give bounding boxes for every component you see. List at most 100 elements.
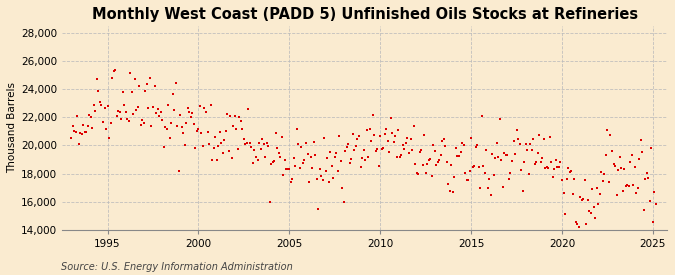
Point xyxy=(649,190,659,194)
Point xyxy=(308,139,319,144)
Point xyxy=(508,139,519,143)
Point xyxy=(282,167,293,171)
Point xyxy=(186,115,196,120)
Point xyxy=(210,135,221,139)
Point xyxy=(611,193,622,197)
Point xyxy=(626,153,637,157)
Point xyxy=(590,216,601,220)
Point xyxy=(258,142,269,147)
Point xyxy=(356,156,367,161)
Point xyxy=(204,141,215,146)
Point xyxy=(176,125,187,129)
Point xyxy=(234,115,245,119)
Point xyxy=(599,171,610,176)
Point xyxy=(414,149,425,154)
Point xyxy=(539,137,549,141)
Point xyxy=(144,76,155,80)
Point xyxy=(400,141,411,146)
Point xyxy=(575,194,586,199)
Point xyxy=(76,132,87,136)
Point xyxy=(158,144,169,149)
Point xyxy=(325,150,335,154)
Point xyxy=(288,156,299,160)
Point xyxy=(591,186,602,191)
Point xyxy=(573,225,584,229)
Point xyxy=(434,158,445,163)
Point xyxy=(169,108,180,112)
Point xyxy=(507,159,518,164)
Point xyxy=(555,160,566,165)
Point xyxy=(493,155,504,160)
Point xyxy=(435,153,446,157)
Point xyxy=(337,186,348,190)
Point xyxy=(344,161,355,165)
Point xyxy=(441,160,452,164)
Point xyxy=(533,150,543,155)
Point xyxy=(366,139,377,144)
Point xyxy=(433,160,443,164)
Point xyxy=(184,109,195,114)
Point xyxy=(373,164,384,169)
Point xyxy=(384,149,395,154)
Point xyxy=(101,127,111,131)
Point xyxy=(487,152,497,156)
Point xyxy=(495,117,506,121)
Point xyxy=(504,177,514,181)
Point xyxy=(570,220,581,224)
Point xyxy=(423,158,434,163)
Point xyxy=(597,179,608,183)
Point xyxy=(537,155,547,160)
Point xyxy=(193,127,204,131)
Point xyxy=(437,139,448,143)
Point xyxy=(322,155,333,160)
Point xyxy=(602,128,613,133)
Point xyxy=(248,161,259,166)
Point xyxy=(302,152,313,156)
Point xyxy=(517,189,528,194)
Point xyxy=(572,222,583,226)
Point xyxy=(623,184,634,189)
Point xyxy=(131,108,142,112)
Point xyxy=(639,208,649,212)
Point xyxy=(637,150,648,154)
Point xyxy=(417,163,428,167)
Point xyxy=(93,89,104,94)
Point xyxy=(214,130,225,135)
Point xyxy=(473,165,484,170)
Point xyxy=(399,147,410,151)
Point xyxy=(146,124,157,128)
Point xyxy=(279,158,290,162)
Point xyxy=(523,172,534,176)
Point xyxy=(294,166,305,170)
Point xyxy=(541,165,552,169)
Point xyxy=(563,166,574,170)
Point xyxy=(393,128,404,132)
Point xyxy=(320,169,331,173)
Point xyxy=(617,189,628,193)
Point xyxy=(84,113,95,117)
Point xyxy=(619,167,630,171)
Point xyxy=(266,162,277,166)
Point xyxy=(152,107,163,111)
Point xyxy=(460,170,470,175)
Point xyxy=(583,197,593,202)
Point xyxy=(190,145,200,150)
Point xyxy=(104,136,115,140)
Point xyxy=(180,142,190,147)
Point xyxy=(273,150,284,155)
Point xyxy=(75,131,86,135)
Point xyxy=(576,197,587,202)
Point xyxy=(200,110,211,115)
Point xyxy=(352,137,363,141)
Point xyxy=(620,183,631,188)
Point xyxy=(466,135,477,140)
Point xyxy=(513,136,524,141)
Point xyxy=(240,141,251,146)
Point xyxy=(490,156,501,160)
Point xyxy=(92,77,103,82)
Point xyxy=(270,131,281,135)
Point xyxy=(387,130,398,135)
Point xyxy=(260,155,271,159)
Point xyxy=(561,177,572,181)
Point xyxy=(238,136,249,141)
